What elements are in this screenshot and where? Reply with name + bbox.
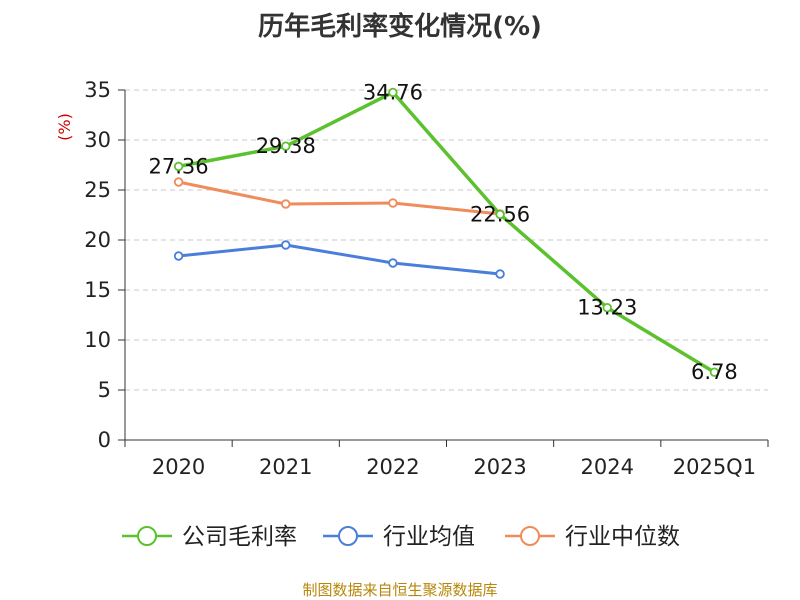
- data-point: [388, 198, 398, 208]
- data-labels: 27.36 29.38 34.76 22.56 13.23 6.78: [149, 80, 738, 384]
- x-tick-label: 2022: [366, 455, 419, 479]
- axes: [118, 89, 769, 447]
- y-tick-labels: 0 5 10 15 20 25 30 35: [84, 78, 111, 452]
- legend-label: 行业均值: [383, 524, 475, 550]
- y-tick-label: 25: [84, 178, 111, 202]
- data-point: [602, 303, 612, 313]
- series-line: [178, 180, 501, 216]
- x-tick-labels: 2020 2021 2022 2023 2024 2025Q1: [152, 455, 756, 479]
- series-line: [178, 243, 501, 276]
- data-label: 6.78: [691, 360, 738, 384]
- data-point: [281, 199, 291, 209]
- data-point: [281, 240, 291, 250]
- y-tick-label: 5: [98, 378, 111, 402]
- data-point: [388, 87, 398, 98]
- data-label: 34.76: [363, 80, 423, 104]
- y-tick-label: 0: [98, 428, 111, 452]
- legend-marker: [137, 526, 157, 546]
- y-tick-label: 15: [84, 278, 111, 302]
- legend-item[interactable]: 行业中位数: [505, 524, 680, 550]
- data-point: [281, 141, 291, 151]
- legend-marker: [520, 526, 540, 546]
- y-tick-label: 10: [84, 328, 111, 352]
- data-label: 13.23: [577, 296, 637, 320]
- legend-item[interactable]: 公司毛利率: [122, 524, 297, 550]
- data-point: [173, 251, 184, 261]
- y-tick-label: 20: [84, 228, 111, 252]
- y-tick-label: 30: [84, 128, 111, 152]
- x-tick-label: 2021: [259, 455, 312, 479]
- data-point: [173, 161, 184, 172]
- data-point: [173, 177, 184, 187]
- x-tick-label: 2020: [152, 455, 205, 479]
- data-point: [709, 367, 720, 377]
- data-point: [388, 258, 398, 268]
- data-point: [495, 269, 505, 279]
- series-line: [178, 90, 716, 374]
- data-label: 27.36: [149, 154, 209, 178]
- source-note: 制图数据来自恒生聚源数据库: [302, 581, 498, 599]
- y-axis-label: (%): [55, 113, 74, 141]
- series-group: [173, 87, 720, 377]
- legend: 公司毛利率 行业均值 行业中位数: [122, 524, 680, 550]
- legend-marker: [338, 526, 358, 546]
- y-tick-label: 35: [84, 78, 111, 102]
- x-tick-label: 2024: [581, 455, 634, 479]
- legend-label: 行业中位数: [565, 524, 680, 550]
- x-tick-label: 2023: [473, 455, 526, 479]
- data-label: 22.56: [470, 202, 530, 226]
- legend-item[interactable]: 行业均值: [323, 524, 475, 550]
- chart-title: 历年毛利率变化情况(%): [258, 12, 542, 42]
- x-tick-label: 2025Q1: [673, 455, 756, 479]
- data-label: 29.38: [256, 134, 316, 158]
- data-point: [495, 209, 505, 220]
- legend-label: 公司毛利率: [182, 524, 297, 550]
